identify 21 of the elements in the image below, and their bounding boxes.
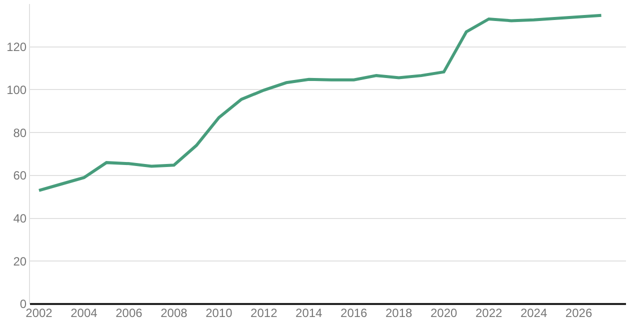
x-tick-label: 2012 [250,306,278,320]
x-tick-label: 2018 [386,306,413,320]
x-tick-label: 2002 [26,306,53,320]
y-tick-label: 0 [20,297,27,312]
y-tick-label: 60 [13,168,27,183]
line-series [38,14,603,192]
x-tick-label: 2006 [116,306,143,320]
y-tick-label: 100 [6,82,27,97]
x-tick-label: 2022 [475,306,502,320]
y-tick-label: 80 [13,126,27,140]
x-tick-label: 2020 [430,306,458,320]
x-tick-label: 2010 [206,306,233,320]
x-tick-label: 2008 [160,306,188,320]
x-tick-label: 2024 [520,306,548,320]
y-tick-label: 40 [13,211,27,226]
x-tick-label: 2026 [565,306,592,320]
y-tick-label: 120 [6,40,27,54]
x-tick-label: 2016 [340,306,368,320]
x-tick-label: 2014 [296,306,323,320]
y-tick-label: 20 [13,254,27,268]
x-tick-label: 2004 [70,306,98,320]
